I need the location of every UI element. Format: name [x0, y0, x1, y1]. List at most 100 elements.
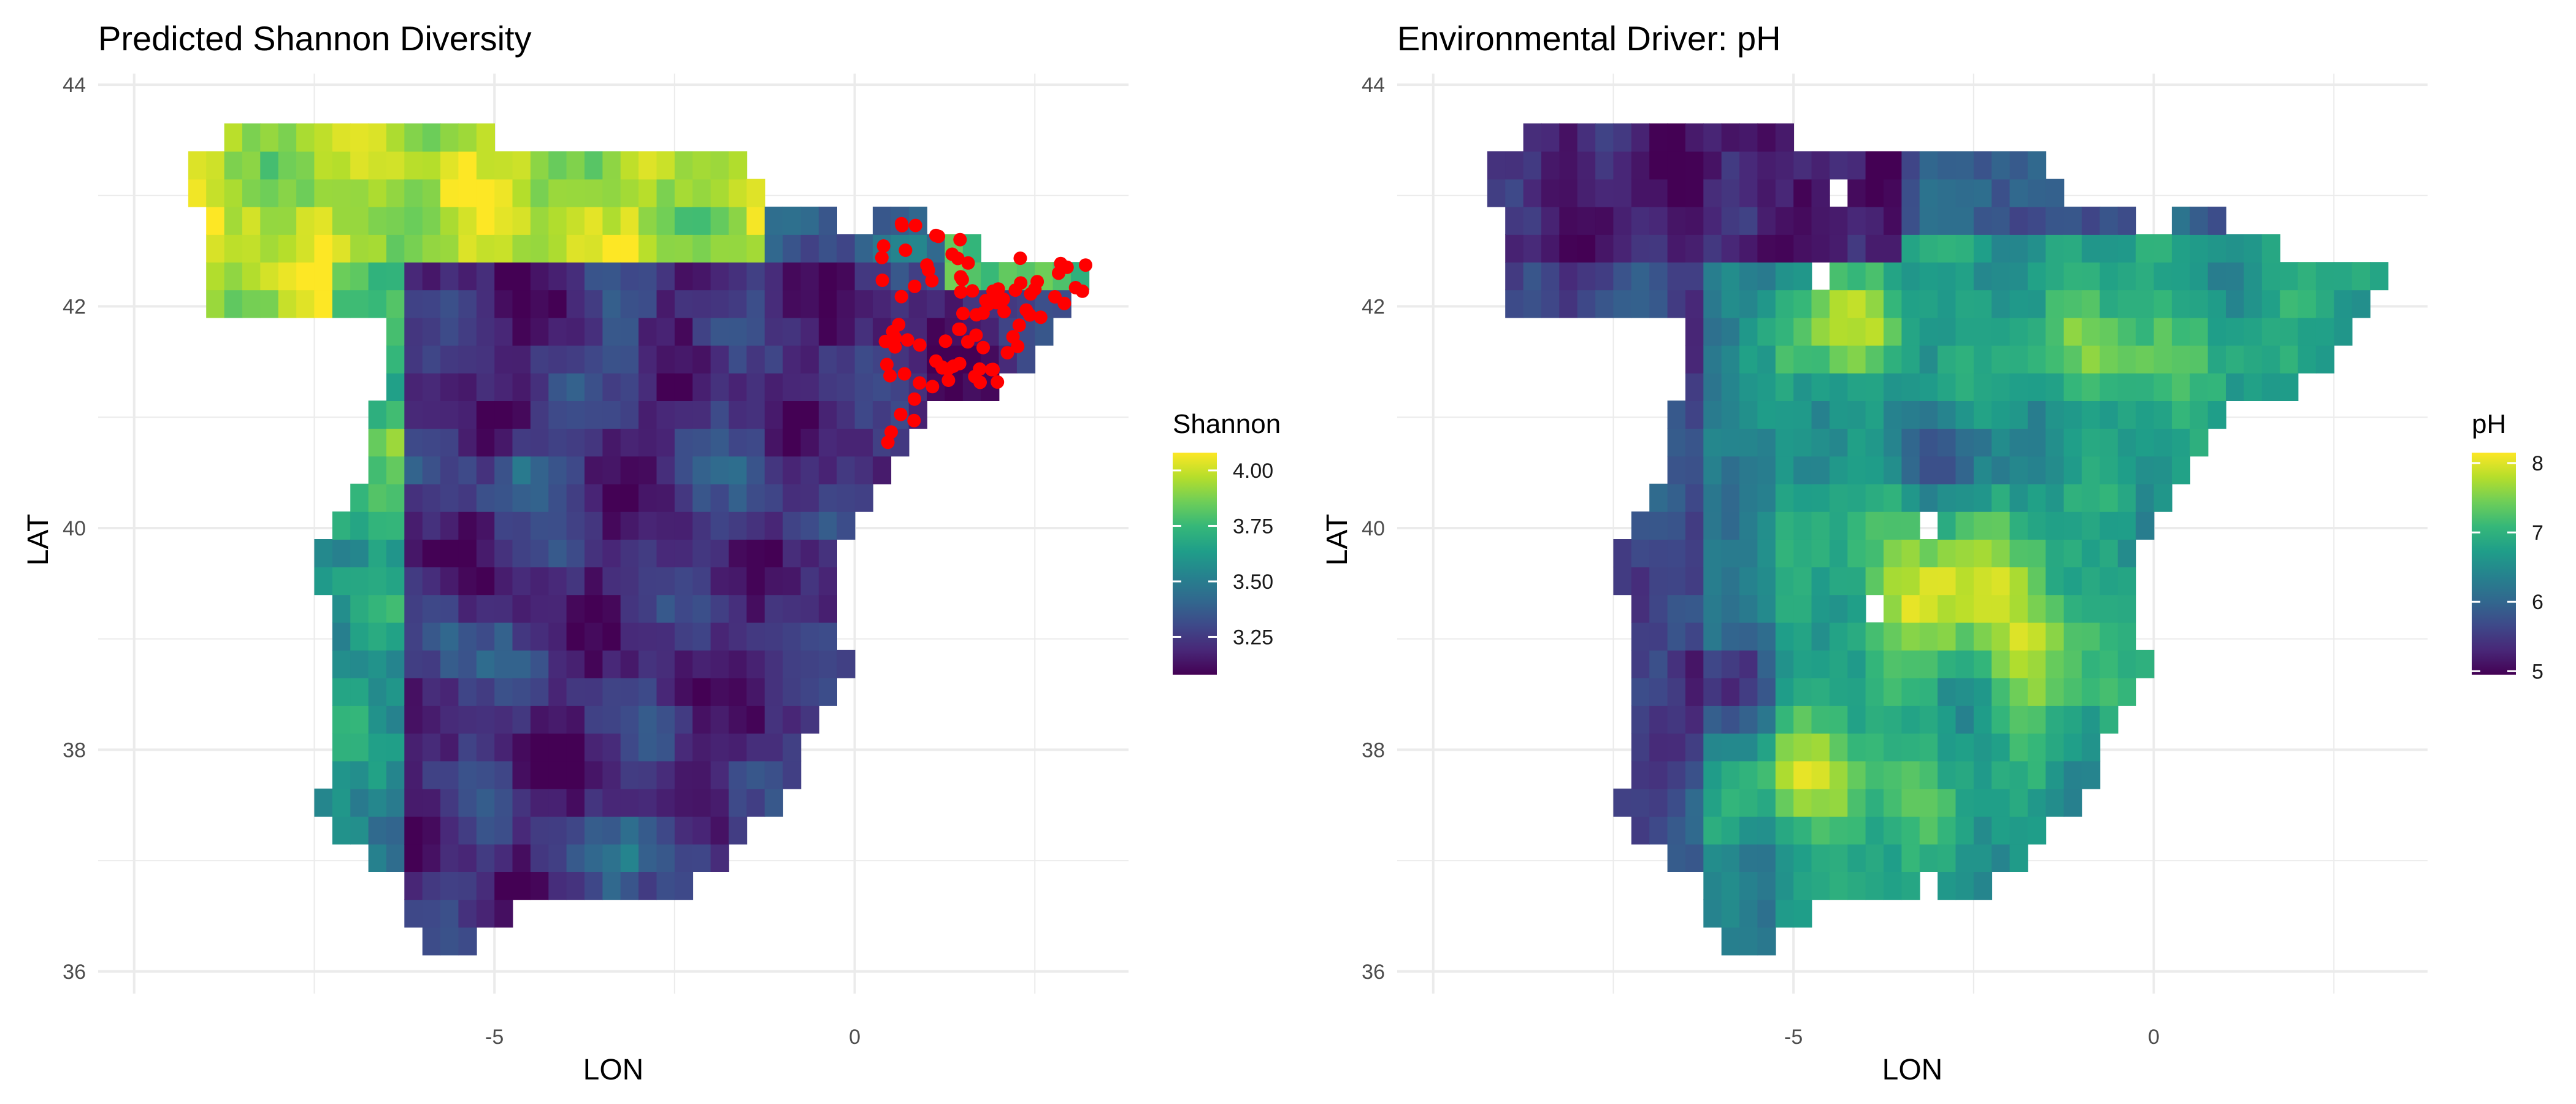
raster-cell [746, 483, 765, 512]
raster-cell [566, 373, 585, 401]
raster-cell [800, 317, 819, 346]
raster-cell [656, 178, 675, 207]
raster-cell [494, 539, 513, 567]
raster-cell [2009, 650, 2028, 678]
raster-cell [692, 456, 711, 485]
raster-cell [2082, 733, 2101, 762]
raster-cell [224, 123, 243, 152]
raster-cell [1955, 151, 1974, 180]
raster-cell [1811, 733, 1830, 762]
raster-cell [1919, 428, 1938, 457]
raster-cell [458, 733, 477, 762]
raster-cell [1919, 151, 1938, 180]
raster-cell [1775, 567, 1794, 596]
raster-cell [674, 677, 694, 706]
raster-cell [656, 483, 675, 512]
raster-cell [1577, 262, 1596, 291]
raster-cell [458, 178, 477, 207]
raster-cell [548, 511, 567, 540]
raster-cell [1938, 234, 1957, 263]
raster-cell [2045, 401, 2064, 429]
raster-cell [368, 289, 387, 318]
raster-cell [585, 428, 604, 457]
raster-cell [404, 456, 423, 485]
raster-cell [800, 594, 819, 623]
raster-cell [729, 289, 748, 318]
raster-cell [1811, 539, 1830, 567]
raster-cell [494, 788, 513, 817]
raster-cell [1938, 317, 1957, 346]
raster-cell [1847, 594, 1866, 623]
raster-cell [1757, 234, 1776, 263]
sample-point [938, 334, 953, 348]
ph-colorbar [2472, 453, 2516, 675]
raster-cell [1938, 289, 1957, 318]
raster-cell [422, 622, 441, 651]
raster-cell [746, 539, 765, 567]
raster-cell [620, 761, 639, 789]
raster-cell [602, 761, 621, 789]
raster-cell [494, 428, 513, 457]
raster-cell [512, 206, 531, 235]
raster-cell [2028, 733, 2047, 762]
raster-cell [1523, 262, 1542, 291]
raster-cell [512, 317, 531, 346]
raster-cell [440, 844, 459, 872]
raster-cell [1541, 123, 1560, 152]
raster-cell [2045, 761, 2064, 789]
raster-cell [674, 844, 694, 872]
raster-cell [404, 234, 423, 263]
raster-cell [692, 761, 711, 789]
raster-cell [1703, 178, 1722, 207]
raster-cell [242, 123, 261, 152]
raster-cell [1775, 899, 1794, 928]
raster-cell [1991, 178, 2011, 207]
sample-point [984, 362, 999, 377]
raster-cell [1721, 123, 1740, 152]
raster-cell [1955, 705, 1974, 734]
raster-cell [2082, 594, 2101, 623]
raster-cell [1793, 844, 1812, 872]
raster-cell [674, 317, 694, 346]
raster-cell [548, 816, 567, 845]
raster-cell [2028, 234, 2047, 263]
raster-cell [800, 705, 819, 734]
raster-cell [1685, 345, 1704, 374]
raster-cell [1775, 289, 1794, 318]
raster-cell [1884, 594, 1903, 623]
raster-cell [2045, 178, 2064, 207]
raster-cell [1577, 123, 1596, 152]
raster-cell [1847, 705, 1866, 734]
raster-cell [764, 428, 783, 457]
raster-cell [1991, 622, 2011, 651]
shannon-colorbar-ticks [1173, 469, 1217, 638]
raster-cell [1938, 456, 1957, 485]
raster-cell [296, 151, 315, 180]
raster-cell [746, 705, 765, 734]
raster-cell [1973, 594, 1993, 623]
raster-cell [278, 178, 297, 207]
raster-cell [440, 594, 459, 623]
raster-cell [1667, 289, 1686, 318]
raster-cell [818, 428, 837, 457]
raster-cell [422, 317, 441, 346]
raster-cell [386, 539, 405, 567]
raster-cell [818, 622, 837, 651]
raster-cell [1991, 816, 2011, 845]
raster-cell [1919, 788, 1938, 817]
raster-cell [1757, 483, 1776, 512]
raster-cell [1991, 234, 2011, 263]
raster-cell [1865, 677, 1884, 706]
raster-cell [638, 178, 657, 207]
raster-cell [2315, 289, 2335, 318]
raster-cell [818, 289, 837, 318]
sample-point [895, 218, 909, 232]
raster-cell [656, 761, 675, 789]
raster-cell [585, 456, 604, 485]
raster-cell [1757, 151, 1776, 180]
raster-cell [404, 788, 423, 817]
raster-cell [692, 594, 711, 623]
raster-cell [530, 872, 550, 900]
raster-cell [2099, 373, 2118, 401]
raster-cell [1721, 511, 1740, 540]
